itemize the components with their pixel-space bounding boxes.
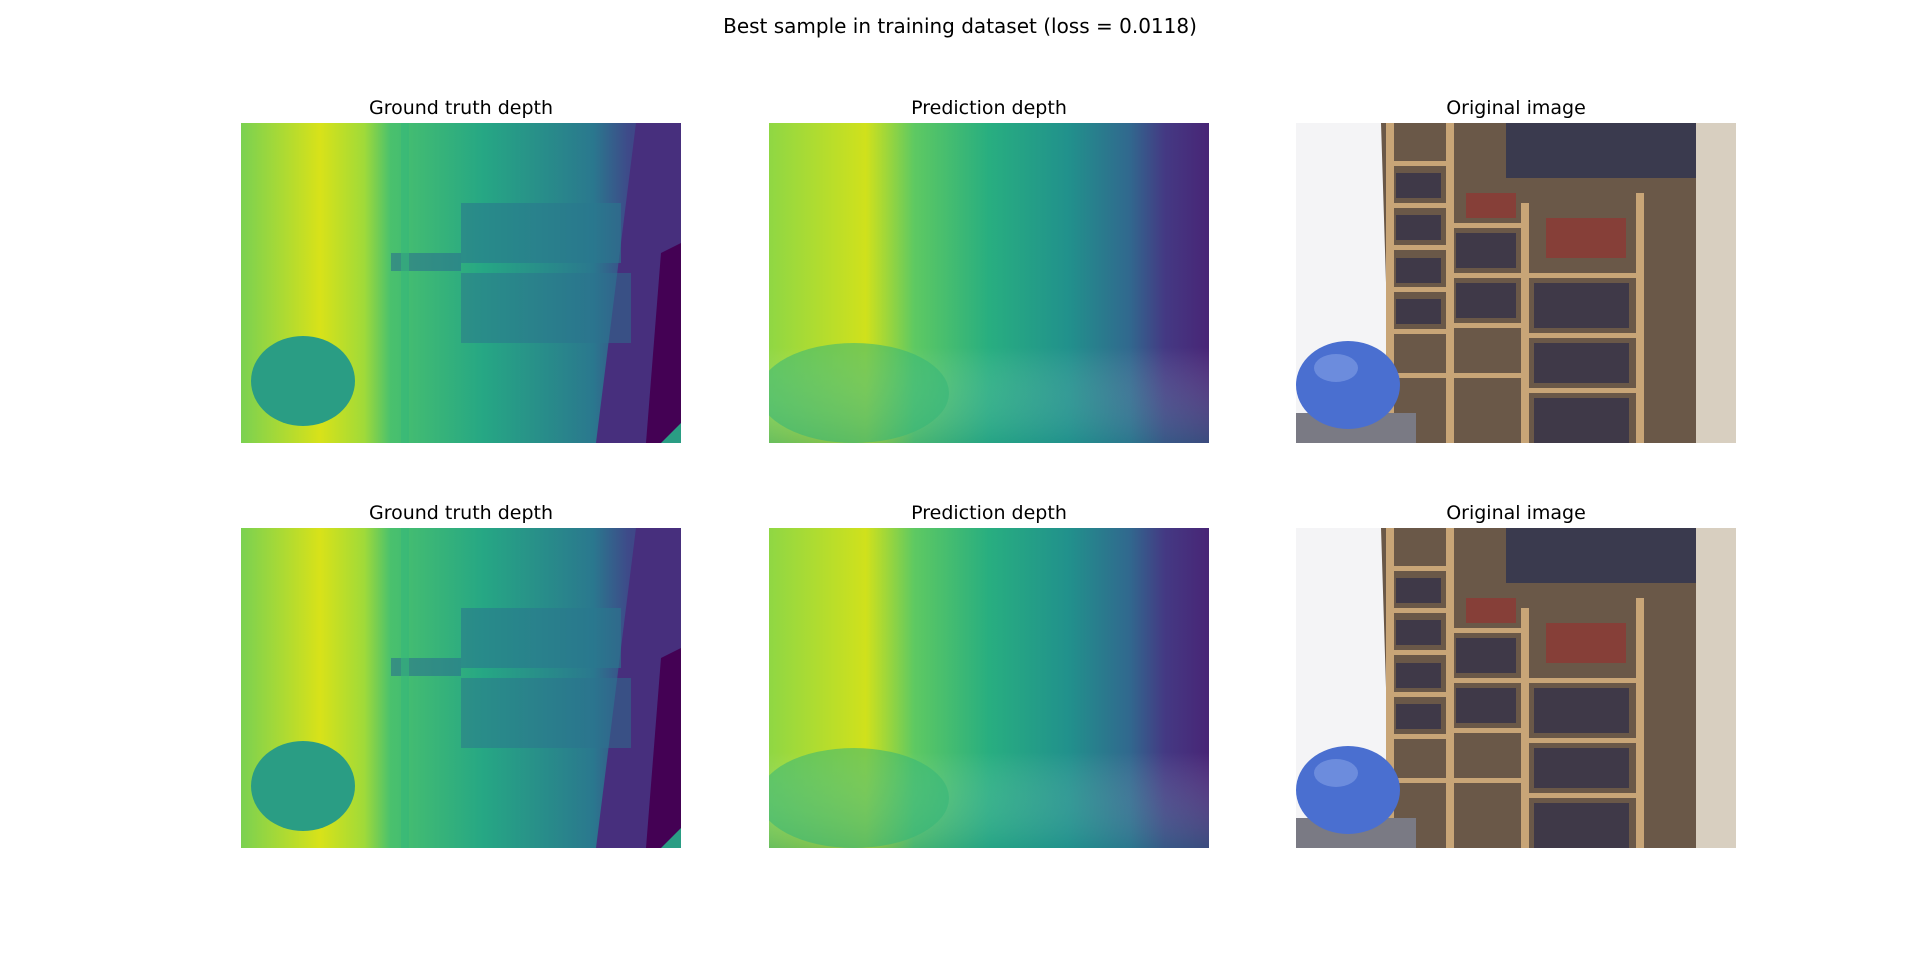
panel-ground-truth-depth: Ground truth depth xyxy=(241,501,681,848)
ground-truth-depth-map xyxy=(241,528,681,848)
original-rgb-image xyxy=(1296,123,1736,443)
prediction-depth-map xyxy=(769,528,1209,848)
ground-truth-depth-map xyxy=(241,123,681,443)
panel-original-image: Original image xyxy=(1296,96,1736,443)
panel-prediction-depth: Prediction depth xyxy=(769,501,1209,848)
original-rgb-image xyxy=(1296,528,1736,848)
panel-title: Prediction depth xyxy=(911,97,1067,119)
panel-ground-truth-depth: Ground truth depth xyxy=(241,96,681,443)
panel-title: Ground truth depth xyxy=(368,502,554,524)
panel-prediction-depth: Prediction depth xyxy=(769,96,1209,443)
panel-title: Prediction depth xyxy=(911,502,1067,524)
figure-suptitle: Best sample in training dataset (loss = … xyxy=(723,14,1197,38)
panel-title: Original image xyxy=(1446,97,1586,119)
prediction-depth-map xyxy=(769,123,1209,443)
panel-title: Original image xyxy=(1446,502,1586,524)
panel-title: Ground truth depth xyxy=(368,97,554,119)
panel-original-image: Original image xyxy=(1296,501,1736,848)
